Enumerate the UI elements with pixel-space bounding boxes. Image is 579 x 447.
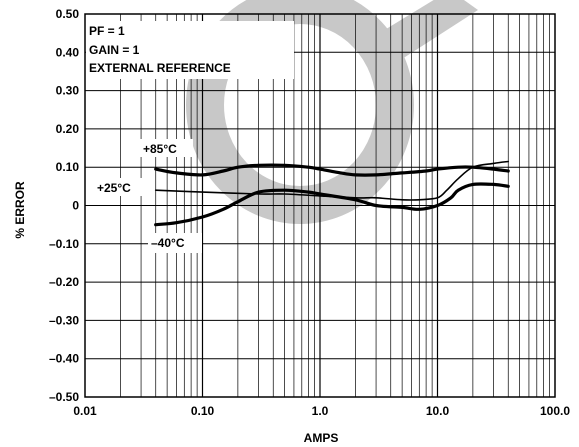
series-label-25c: +25°C (97, 181, 131, 195)
y-tick-label: 0.30 (56, 84, 80, 98)
series-label-85c: +85°C (143, 142, 177, 156)
x-tick-label: 0.10 (191, 404, 215, 418)
x-axis-title: AMPS (304, 431, 339, 445)
series-group (154, 160, 510, 227)
label-85c: +85°C (139, 139, 193, 157)
y-tick-label: 0.20 (56, 122, 80, 136)
series-line-m40c (154, 182, 510, 227)
notes-box: PF = 1 GAIN = 1 EXTERNAL REFERENCE (86, 21, 294, 79)
y-tick-labels: 0.50 0.40 0.30 0.20 0.10 0 –0.10 –0.20 –0.30 –0.4… (49, 7, 79, 404)
note-gain: GAIN = 1 (89, 43, 140, 57)
y-tick-label: 0.40 (56, 45, 80, 59)
x-tick-label: 10.0 (426, 404, 450, 418)
y-tick-label: –0.30 (49, 313, 79, 327)
label-m40c: –40°C (148, 233, 202, 253)
series-label-m40c: –40°C (151, 236, 185, 250)
y-tick-label: –0.20 (49, 275, 79, 289)
series-line-85c (154, 163, 510, 177)
y-tick-label: 0.50 (56, 7, 80, 21)
y-tick-label: 0 (72, 199, 79, 213)
y-tick-label: –0.40 (49, 352, 79, 366)
y-axis-title: % ERROR (13, 181, 27, 239)
x-tick-label: 0.01 (73, 404, 97, 418)
x-tick-label: 100.0 (540, 404, 570, 418)
plot-frame (84, 13, 556, 398)
x-tick-label: 1.0 (312, 404, 329, 418)
y-tick-label: –0.50 (49, 390, 79, 404)
y-tick-label: –0.10 (49, 237, 79, 251)
label-25c: +25°C (95, 178, 149, 196)
note-reference: EXTERNAL REFERENCE (89, 61, 231, 75)
y-tick-label: 0.10 (56, 160, 80, 174)
series-line-25c (154, 160, 509, 201)
x-tick-labels: 0.01 0.10 1.0 10.0 100.0 (73, 404, 570, 418)
note-pf: PF = 1 (89, 24, 125, 38)
